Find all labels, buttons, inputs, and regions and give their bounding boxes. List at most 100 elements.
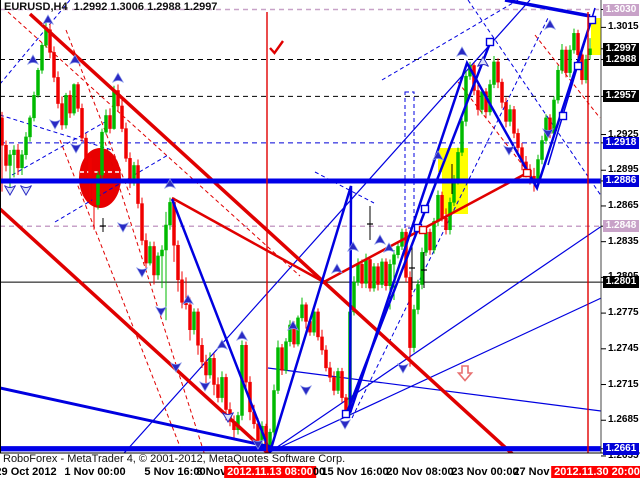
candle-body bbox=[556, 69, 560, 101]
candle-body bbox=[332, 377, 336, 391]
selection-handle[interactable] bbox=[341, 409, 351, 419]
fractal-down-arrow-icon bbox=[117, 222, 129, 233]
candle-body bbox=[316, 311, 320, 338]
blue-dashed-channel-line[interactable] bbox=[381, 0, 519, 81]
price-tick-label: 1.2925 bbox=[608, 128, 639, 140]
selection-handle[interactable] bbox=[418, 225, 428, 235]
blue-dashed-channel-line[interactable] bbox=[351, 17, 549, 419]
zigzag-line[interactable] bbox=[170, 17, 594, 453]
candle bbox=[180, 271, 184, 309]
price-level-label: 1.2957 bbox=[603, 90, 639, 103]
blue-trendline[interactable] bbox=[0, 386, 272, 449]
candle-body bbox=[340, 371, 344, 398]
candle-body bbox=[168, 202, 172, 226]
candle-body bbox=[60, 103, 64, 126]
candle-body bbox=[436, 194, 440, 222]
selection-handle[interactable] bbox=[558, 111, 568, 121]
blue-dashed-channel-line[interactable] bbox=[11, 121, 106, 176]
blue-fan-line[interactable] bbox=[100, 0, 531, 480]
red-dashed-trendline[interactable] bbox=[7, 11, 301, 277]
blue-fan-line[interactable] bbox=[267, 367, 640, 416]
candle bbox=[32, 91, 36, 122]
candle-body bbox=[116, 90, 120, 107]
hollow-down-arrow-icon[interactable] bbox=[456, 365, 474, 382]
candle-body bbox=[392, 254, 396, 265]
fractal-up-arrow-icon bbox=[432, 150, 444, 161]
candle bbox=[376, 263, 380, 291]
blue-trendline[interactable] bbox=[547, 7, 596, 166]
price-tick-label: 1.2685 bbox=[608, 414, 639, 426]
candle-body bbox=[428, 231, 432, 251]
candle bbox=[340, 367, 344, 403]
blue-dashed-channel-line[interactable] bbox=[54, 154, 169, 223]
candle-body bbox=[412, 309, 416, 348]
highlight-rectangle[interactable] bbox=[591, 18, 601, 55]
candle bbox=[544, 114, 548, 145]
time-axis-label: 27 Nov 1 bbox=[513, 466, 559, 478]
candle-body bbox=[140, 203, 144, 241]
candle-body bbox=[360, 264, 364, 284]
candle bbox=[220, 371, 224, 403]
blue-trendline[interactable] bbox=[504, 0, 591, 18]
candle bbox=[76, 82, 80, 112]
time-axis-label: 00 bbox=[312, 466, 326, 478]
candle bbox=[156, 252, 160, 280]
blue-fan-line[interactable] bbox=[269, 200, 640, 453]
candle-body bbox=[36, 69, 40, 96]
candle-body bbox=[336, 371, 340, 391]
selection-handle[interactable] bbox=[522, 168, 532, 178]
candle-body bbox=[432, 221, 436, 251]
blue-dashed-channel-line[interactable] bbox=[467, 0, 640, 253]
blue-fan-line[interactable] bbox=[269, 280, 640, 453]
candle bbox=[64, 92, 68, 129]
red-trendline[interactable] bbox=[28, 12, 519, 460]
candle-body bbox=[196, 311, 200, 346]
price-tick-label: 1.2895 bbox=[608, 164, 639, 176]
candle bbox=[288, 320, 292, 347]
price-tick-label: 1.2775 bbox=[608, 307, 639, 319]
fractal-up-arrow-icon bbox=[331, 263, 343, 274]
selection-handle[interactable] bbox=[587, 15, 597, 25]
red-dashed-trendline[interactable] bbox=[104, 141, 208, 465]
dashed-rectangle[interactable] bbox=[404, 91, 415, 229]
fractal-down-arrow-icon bbox=[136, 267, 148, 278]
blue-dashed-channel-line[interactable] bbox=[314, 171, 375, 204]
fractal-up-arrow-icon bbox=[236, 330, 248, 341]
candle-body bbox=[356, 264, 360, 283]
candle bbox=[564, 46, 568, 78]
fractal-up-arrow-icon bbox=[544, 19, 556, 30]
candle-body bbox=[160, 249, 164, 257]
fractal-up-arrow-icon bbox=[112, 72, 124, 83]
red-trendline[interactable] bbox=[171, 196, 323, 283]
red-dashed-trendline[interactable] bbox=[534, 34, 601, 119]
candle bbox=[120, 100, 124, 133]
branding-text: RoboForex - MetaTrader 4, © 2001-2012, M… bbox=[3, 453, 346, 465]
candle-body bbox=[112, 90, 116, 129]
red-dashed-trendline[interactable] bbox=[457, 81, 529, 173]
blue-dashed-channel-line[interactable] bbox=[0, 0, 71, 85]
candle-body bbox=[560, 49, 564, 71]
selection-handle[interactable] bbox=[420, 204, 430, 214]
candle bbox=[136, 159, 140, 209]
selection-handle[interactable] bbox=[485, 37, 495, 47]
blue-dashed-channel-line[interactable] bbox=[0, 114, 113, 151]
candle-body bbox=[180, 279, 184, 303]
candle-body bbox=[224, 377, 228, 410]
candle bbox=[148, 241, 152, 266]
fractal-down-arrow-icon bbox=[70, 143, 82, 154]
selection-handle[interactable] bbox=[573, 61, 583, 71]
fractal-down-arrow-icon bbox=[252, 439, 264, 450]
candle-body bbox=[420, 252, 424, 285]
time-axis-label: 1 Nov 00:00 bbox=[64, 466, 126, 478]
candle-body bbox=[204, 361, 208, 376]
time-axis-label: 15 Nov 16:00 bbox=[321, 466, 389, 478]
fractal-down-arrow-icon bbox=[339, 419, 351, 430]
candle-body bbox=[540, 140, 544, 160]
candle bbox=[300, 297, 304, 322]
candle-body bbox=[192, 311, 196, 331]
candle bbox=[84, 133, 88, 162]
candle bbox=[412, 304, 416, 353]
checkmark-icon[interactable] bbox=[269, 40, 284, 55]
